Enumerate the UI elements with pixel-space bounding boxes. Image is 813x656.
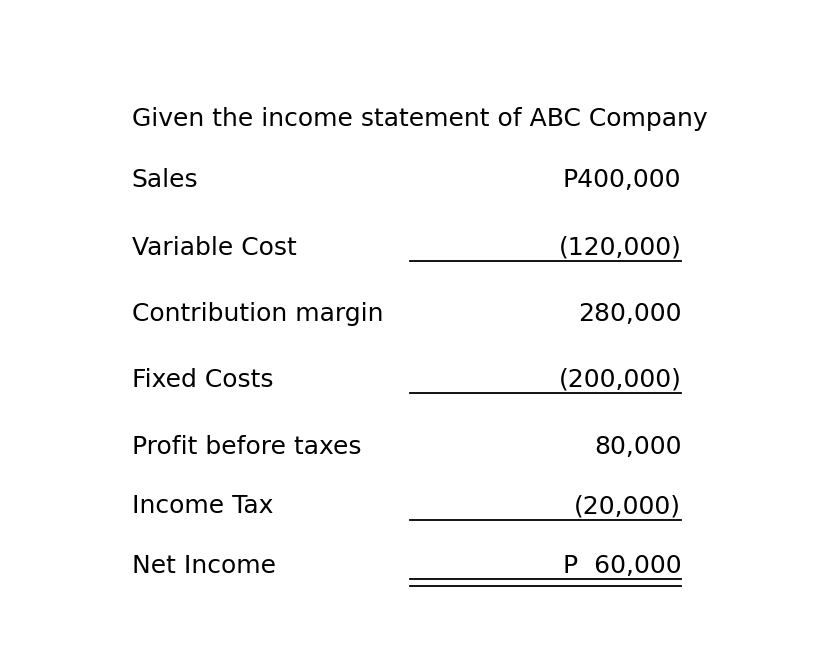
Text: Contribution margin: Contribution margin [132,302,384,326]
Text: Income Tax: Income Tax [132,494,273,518]
Text: P400,000: P400,000 [563,169,681,192]
Text: (20,000): (20,000) [574,494,681,518]
Text: 80,000: 80,000 [593,434,681,459]
Text: Net Income: Net Income [132,554,276,578]
Text: 280,000: 280,000 [578,302,681,326]
Text: Given the income statement of ABC Company: Given the income statement of ABC Compan… [132,106,707,131]
Text: P  60,000: P 60,000 [563,554,681,578]
Text: (200,000): (200,000) [559,368,681,392]
Text: Variable Cost: Variable Cost [132,236,297,260]
Text: Fixed Costs: Fixed Costs [132,368,273,392]
Text: Profit before taxes: Profit before taxes [132,434,361,459]
Text: (120,000): (120,000) [559,236,681,260]
Text: Sales: Sales [132,169,198,192]
